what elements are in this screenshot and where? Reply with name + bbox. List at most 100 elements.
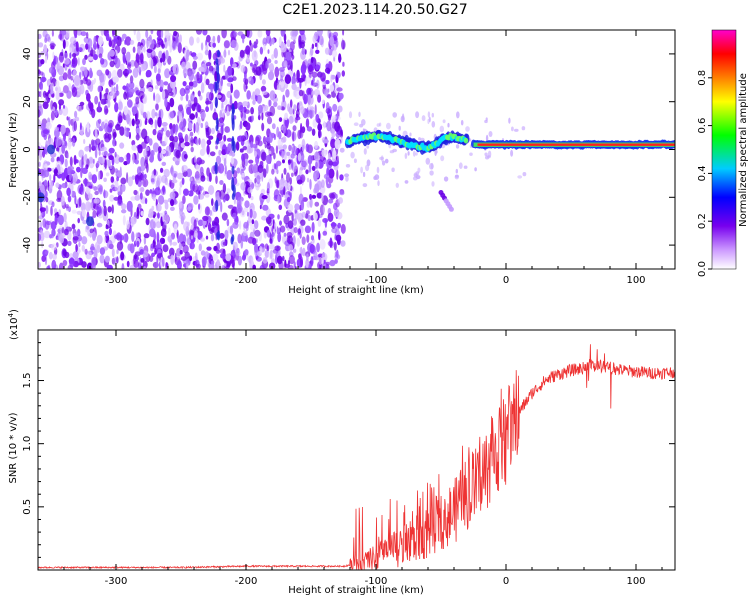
spectrogram-blob <box>141 128 148 140</box>
spectrogram-blob <box>152 142 160 153</box>
spectrogram-blob <box>47 137 54 147</box>
spectrogram-blob <box>222 183 227 194</box>
spectrogram-blob <box>42 129 49 134</box>
spectrogram-blob <box>193 123 196 134</box>
spectrogram-blob <box>254 150 258 158</box>
spectrogram-blob <box>182 68 188 77</box>
spectrogram-blob <box>132 153 135 165</box>
spectrogram-blob <box>67 240 72 246</box>
spectrogram-blob <box>85 201 91 212</box>
spectrogram-blob <box>177 172 184 180</box>
spectrogram-blob <box>121 263 125 269</box>
spectrogram-blob <box>312 35 317 44</box>
spectrogram-blob <box>297 129 302 140</box>
spectrogram-blob <box>64 158 68 168</box>
spectrogram-blob <box>268 244 275 250</box>
spectrogram-blob <box>189 113 195 120</box>
spectrogram-blob <box>359 123 364 128</box>
spectrogram-blob <box>113 196 120 201</box>
spectrogram-blob <box>51 201 55 208</box>
spectrogram-blob <box>169 191 176 200</box>
spectrogram-blob <box>127 63 132 70</box>
spectrogram-blob <box>68 82 72 91</box>
spectrogram-blob <box>297 228 300 236</box>
spectrogram-blob <box>306 253 309 261</box>
spectrogram-blob <box>96 160 100 168</box>
spectrogram-blob <box>152 194 157 202</box>
spectrogram-blob <box>173 223 178 234</box>
spectrogram-blob <box>195 164 201 172</box>
spectrogram-blob <box>89 67 93 79</box>
spectrogram-blob <box>277 105 282 110</box>
spectrogram-blob <box>205 106 210 113</box>
spectrogram-blob <box>156 231 160 243</box>
spectrogram-blob <box>286 172 290 183</box>
spectrogram-blob <box>144 120 148 125</box>
snr-frame <box>37 329 676 571</box>
spectrogram-blob <box>314 183 320 194</box>
spectrogram-blob <box>294 266 297 269</box>
spectrogram-blob <box>341 39 346 50</box>
spectrogram-blob <box>280 42 287 53</box>
spectrogram-blob <box>332 115 337 120</box>
spectrogram-blob <box>404 180 409 184</box>
spectrogram-blob <box>173 135 179 143</box>
spectrogram-blob <box>264 142 267 149</box>
spectrogram-blob <box>81 167 88 174</box>
spectrogram-blob <box>63 212 67 223</box>
spectrogram-blob <box>329 36 335 47</box>
spectrogram-blob <box>93 198 100 204</box>
spectrogram-blob <box>283 186 286 196</box>
spectrogram-blob <box>440 155 445 162</box>
spectrogram-blob <box>77 217 80 224</box>
spectrogram-blob <box>75 231 80 236</box>
spectrogram-blob <box>309 193 312 200</box>
spectrogram-blob <box>188 122 193 131</box>
spectrogram-blob <box>180 142 186 148</box>
spectrogram-blob <box>286 235 293 245</box>
spectrogram-blob <box>109 60 115 68</box>
spectrogram-blob <box>241 153 245 162</box>
spectrogram-blob <box>165 49 169 60</box>
spectrogram-blob <box>254 229 261 237</box>
spectrogram-blob <box>322 139 329 144</box>
spectrogram-blob <box>60 124 66 135</box>
spectrogram-blob <box>328 198 334 204</box>
spectrogram-blob <box>306 234 310 243</box>
spectrogram-blob <box>96 244 101 253</box>
spectrogram-blob <box>183 188 189 196</box>
spectrogram-blob <box>321 179 325 188</box>
spectrogram-blob <box>48 251 53 260</box>
spectrogram-blob <box>61 105 69 116</box>
spectrogram-blob <box>161 89 166 100</box>
spectrogram-blob <box>167 235 173 243</box>
spectrogram-blob <box>322 99 325 105</box>
spectrogram-blob <box>182 244 189 254</box>
spectrogram-blob <box>202 30 208 36</box>
spectrogram-blob <box>415 152 418 156</box>
spectrogram-blob <box>265 30 271 37</box>
spectrogram-blob <box>300 219 306 226</box>
spectrogram-blob <box>152 221 156 229</box>
spectrogram-blob <box>84 67 88 78</box>
spectrogram-blob <box>53 173 56 183</box>
snr-x-label: Height of straight line (km) <box>288 585 424 596</box>
spectrogram-blob <box>218 149 222 156</box>
spectrogram-blob <box>429 170 434 176</box>
spectrogram-blob <box>122 53 126 64</box>
spectrogram-blob <box>75 41 79 52</box>
spectrogram-blob <box>284 60 288 68</box>
spectrogram-blob <box>246 90 251 100</box>
spectrogram-blob <box>151 108 156 119</box>
spectrogram-blob <box>64 251 70 259</box>
svg-text:(x104): (x104) <box>7 309 20 340</box>
spectrogram-blob <box>63 104 65 109</box>
spectrogram-blob <box>88 99 92 109</box>
spectrogram-blob <box>146 48 153 54</box>
spectrogram-blob <box>257 164 264 173</box>
spectrogram-blob <box>205 44 209 52</box>
spectrogram-blob <box>280 125 284 131</box>
spectrogram-blob <box>79 101 85 106</box>
spectrogram-blob <box>111 204 114 214</box>
spectrogram-blob <box>327 114 332 121</box>
